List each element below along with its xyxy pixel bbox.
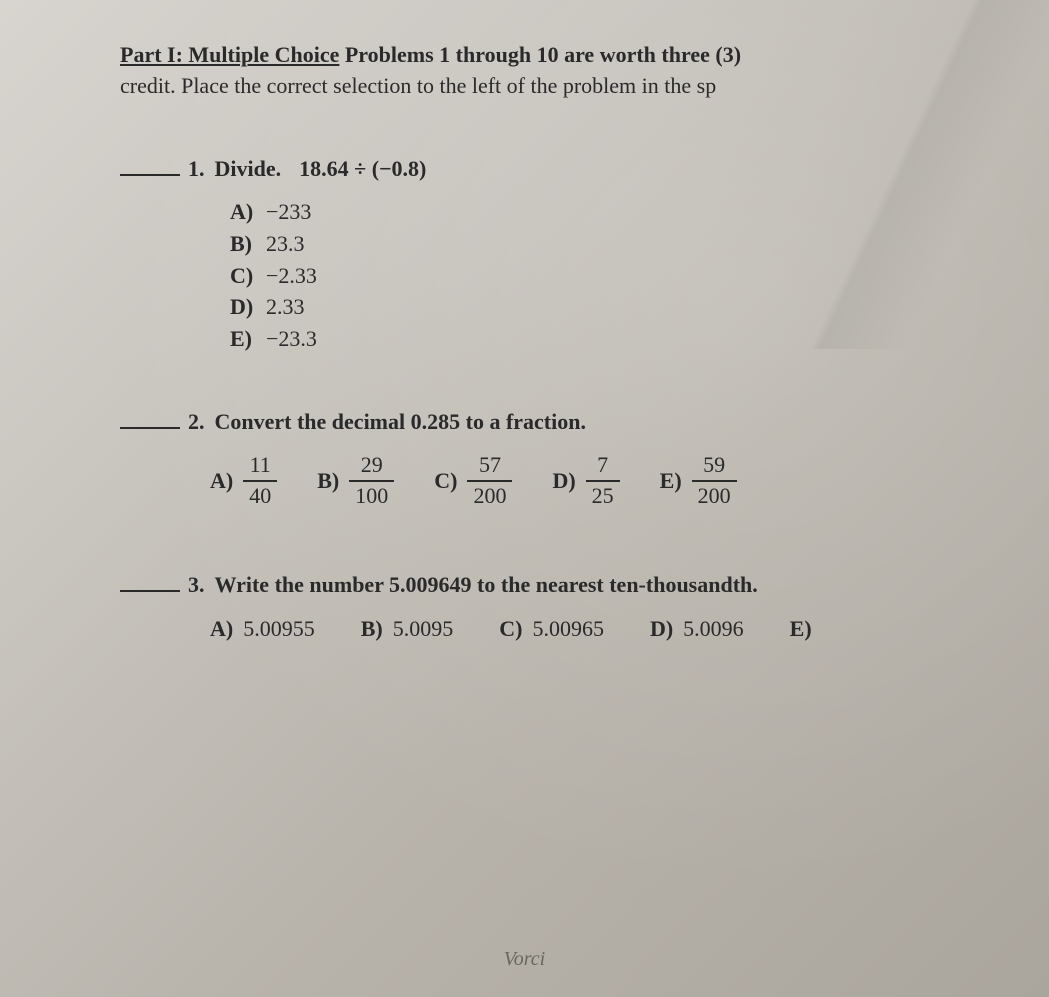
fraction: 725 bbox=[586, 453, 620, 507]
option-a: A) 1140 bbox=[210, 453, 277, 507]
problem-3-prompt: 3. Write the number 5.009649 to the near… bbox=[120, 568, 989, 598]
fraction: 59200 bbox=[692, 453, 737, 507]
option-a: A)−233 bbox=[230, 196, 989, 228]
problem-number: 3. bbox=[188, 572, 205, 598]
option-c: C) 57200 bbox=[434, 453, 512, 507]
fraction: 57200 bbox=[467, 453, 512, 507]
option-b: B)5.0095 bbox=[361, 616, 454, 642]
option-d: D) 725 bbox=[552, 453, 619, 507]
worksheet-page: Part I: Multiple Choice Problems 1 throu… bbox=[0, 0, 1049, 997]
option-e: E)−23.3 bbox=[230, 323, 989, 355]
answer-blank[interactable] bbox=[120, 152, 180, 176]
answer-blank[interactable] bbox=[120, 568, 180, 592]
section-header: Part I: Multiple Choice Problems 1 throu… bbox=[120, 40, 989, 102]
answer-blank[interactable] bbox=[120, 405, 180, 429]
option-b: B)23.3 bbox=[230, 228, 989, 260]
fraction: 1140 bbox=[243, 453, 277, 507]
problem-2-prompt: 2. Convert the decimal 0.285 to a fracti… bbox=[120, 405, 989, 435]
problem-number: 1. bbox=[188, 156, 205, 182]
problem-1-prompt: 1. Divide. 18.64 ÷ (−0.8) bbox=[120, 152, 989, 182]
problem-2-options: A) 1140 B) 29100 C) 57200 D) 725 E) 5920… bbox=[210, 453, 989, 507]
problem-2: 2. Convert the decimal 0.285 to a fracti… bbox=[120, 405, 989, 508]
section-title: Part I: Multiple Choice bbox=[120, 42, 339, 67]
fraction: 29100 bbox=[349, 453, 394, 507]
option-b: B) 29100 bbox=[317, 453, 394, 507]
problem-label: Divide. bbox=[215, 156, 282, 182]
option-a: A)5.00955 bbox=[210, 616, 315, 642]
problem-1-options: A)−233 B)23.3 C)−2.33 D)2.33 E)−23.3 bbox=[230, 196, 989, 355]
section-header-line2: credit. Place the correct selection to t… bbox=[120, 73, 716, 98]
problem-3-options: A)5.00955 B)5.0095 C)5.00965 D)5.0096 E) bbox=[210, 616, 989, 642]
problem-number: 2. bbox=[188, 409, 205, 435]
option-c: C)−2.33 bbox=[230, 260, 989, 292]
option-d: D)5.0096 bbox=[650, 616, 744, 642]
option-c: C)5.00965 bbox=[499, 616, 604, 642]
problem-expression: 18.64 ÷ (−0.8) bbox=[299, 156, 426, 182]
footer-fragment: Vorci bbox=[504, 948, 545, 971]
section-header-rest: Problems 1 through 10 are worth three (3… bbox=[339, 42, 741, 67]
problem-text: Convert the decimal 0.285 to a fraction. bbox=[215, 409, 586, 435]
option-e: E) bbox=[790, 616, 822, 642]
problem-3: 3. Write the number 5.009649 to the near… bbox=[120, 568, 989, 642]
problem-1: 1. Divide. 18.64 ÷ (−0.8) A)−233 B)23.3 … bbox=[120, 152, 989, 356]
option-d: D)2.33 bbox=[230, 291, 989, 323]
problem-text: Write the number 5.009649 to the nearest… bbox=[215, 572, 758, 598]
option-e: E) 59200 bbox=[660, 453, 737, 507]
